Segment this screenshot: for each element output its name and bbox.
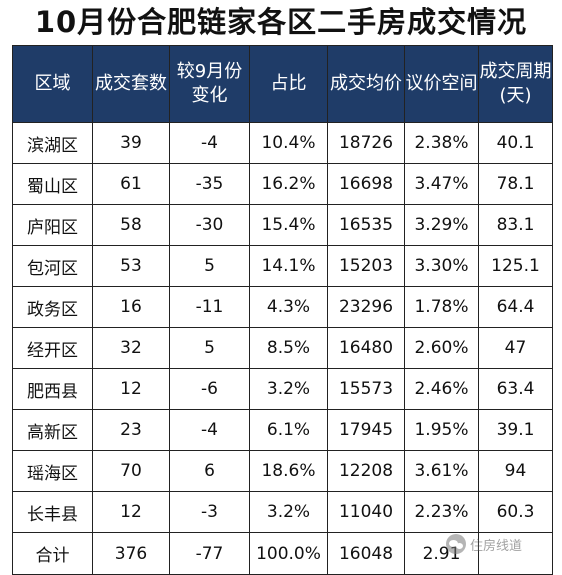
table-row: 瑶海区 70 6 18.6% 12208 3.61% 94 [12,450,553,492]
table-cell: -35 [169,163,250,205]
table-cell: 3.61% [404,450,479,492]
table-cell: 16535 [327,204,405,246]
table-cell: 3.30% [404,245,479,287]
header-cell-district: 区域 [12,45,93,123]
table-cell: 125.1 [478,245,553,287]
header-cell-cycle: 成交周期(天) [478,45,553,123]
header-cell-bargain: 议价空间 [404,45,479,123]
table-cell: 23296 [327,286,405,328]
table-cell: 16048 [327,532,405,575]
table-cell: 40.1 [478,122,553,164]
stats-table: 区域 成交套数 较9月份变化 占比 成交均价 议价空间 成交周期(天) 滨湖区 … [12,45,553,575]
table-row: 肥西县 12 -6 3.2% 15573 2.46% 63.4 [12,368,553,410]
header-cell-change: 较9月份变化 [169,45,250,123]
table-cell: 1.78% [404,286,479,328]
header-cell-deals: 成交套数 [92,45,170,123]
table-row: 滨湖区 39 -4 10.4% 18726 2.38% 40.1 [12,122,553,164]
table-row: 庐阳区 58 -30 15.4% 16535 3.29% 83.1 [12,204,553,246]
table-cell: 18726 [327,122,405,164]
table-cell: 包河区 [12,245,93,287]
table-cell: 12 [92,491,170,533]
table-cell: 16480 [327,327,405,369]
table-cell: 1.95% [404,409,479,451]
table-cell: 3.29% [404,204,479,246]
table-cell: 94 [478,450,553,492]
table-cell: 高新区 [12,409,93,451]
table-cell: 14.1% [249,245,328,287]
table-cell: 17945 [327,409,405,451]
table-cell: -4 [169,409,250,451]
table-cell: 12 [92,368,170,410]
table-header-row: 区域 成交套数 较9月份变化 占比 成交均价 议价空间 成交周期(天) [12,45,553,123]
table-cell: 16698 [327,163,405,205]
table-cell: 合计 [12,532,93,575]
table-cell: -4 [169,122,250,164]
table-cell [478,532,553,575]
table-cell: 18.6% [249,450,328,492]
table-cell: 78.1 [478,163,553,205]
page-title: 10月份合肥链家各区二手房成交情况 [34,5,528,39]
table-cell: 15573 [327,368,405,410]
table-cell: 39.1 [478,409,553,451]
table-cell: 2.38% [404,122,479,164]
table-cell: 2.91 [404,532,479,575]
table-cell: 12208 [327,450,405,492]
table-cell: 10.4% [249,122,328,164]
table-cell: 376 [92,532,170,575]
table-row: 高新区 23 -4 6.1% 17945 1.95% 39.1 [12,409,553,451]
table-cell: 70 [92,450,170,492]
table-cell: 4.3% [249,286,328,328]
table-cell: 64.4 [478,286,553,328]
header-cell-share: 占比 [249,45,328,123]
table-cell: 3.2% [249,368,328,410]
table-cell: 政务区 [12,286,93,328]
table-cell: 58 [92,204,170,246]
table-cell: 11040 [327,491,405,533]
table-cell: 2.23% [404,491,479,533]
table-cell: -30 [169,204,250,246]
table-row: 政务区 16 -11 4.3% 23296 1.78% 64.4 [12,286,553,328]
table-cell: 6 [169,450,250,492]
table-cell: 蜀山区 [12,163,93,205]
table-cell: 100.0% [249,532,328,575]
table-cell: 3.2% [249,491,328,533]
table-cell: 2.60% [404,327,479,369]
table-cell: 15203 [327,245,405,287]
table-cell: 5 [169,327,250,369]
table-cell: 长丰县 [12,491,93,533]
table-cell: 32 [92,327,170,369]
table-cell: -11 [169,286,250,328]
table-cell: 8.5% [249,327,328,369]
table-cell: 滨湖区 [12,122,93,164]
table-cell: 15.4% [249,204,328,246]
table-cell: 47 [478,327,553,369]
table-cell: -3 [169,491,250,533]
table-row: 包河区 53 5 14.1% 15203 3.30% 125.1 [12,245,553,287]
table-cell: -6 [169,368,250,410]
table-cell: 60.3 [478,491,553,533]
table-cell: 61 [92,163,170,205]
table-cell: 53 [92,245,170,287]
table-row: 经开区 32 5 8.5% 16480 2.60% 47 [12,327,553,369]
table-cell: 16.2% [249,163,328,205]
table-cell: 肥西县 [12,368,93,410]
table-cell: 63.4 [478,368,553,410]
table-cell: 瑶海区 [12,450,93,492]
table-cell: 2.46% [404,368,479,410]
table-cell: 3.47% [404,163,479,205]
table-cell: -77 [169,532,250,575]
table-cell: 经开区 [12,327,93,369]
table-cell: 5 [169,245,250,287]
table-cell: 6.1% [249,409,328,451]
header-cell-avg-price: 成交均价 [327,45,405,123]
table-cell: 16 [92,286,170,328]
table-total-row: 合计 376 -77 100.0% 16048 2.91 [12,532,553,575]
table-row: 蜀山区 61 -35 16.2% 16698 3.47% 78.1 [12,163,553,205]
table-row: 长丰县 12 -3 3.2% 11040 2.23% 60.3 [12,491,553,533]
table-cell: 83.1 [478,204,553,246]
table-cell: 23 [92,409,170,451]
table-cell: 庐阳区 [12,204,93,246]
table-cell: 39 [92,122,170,164]
